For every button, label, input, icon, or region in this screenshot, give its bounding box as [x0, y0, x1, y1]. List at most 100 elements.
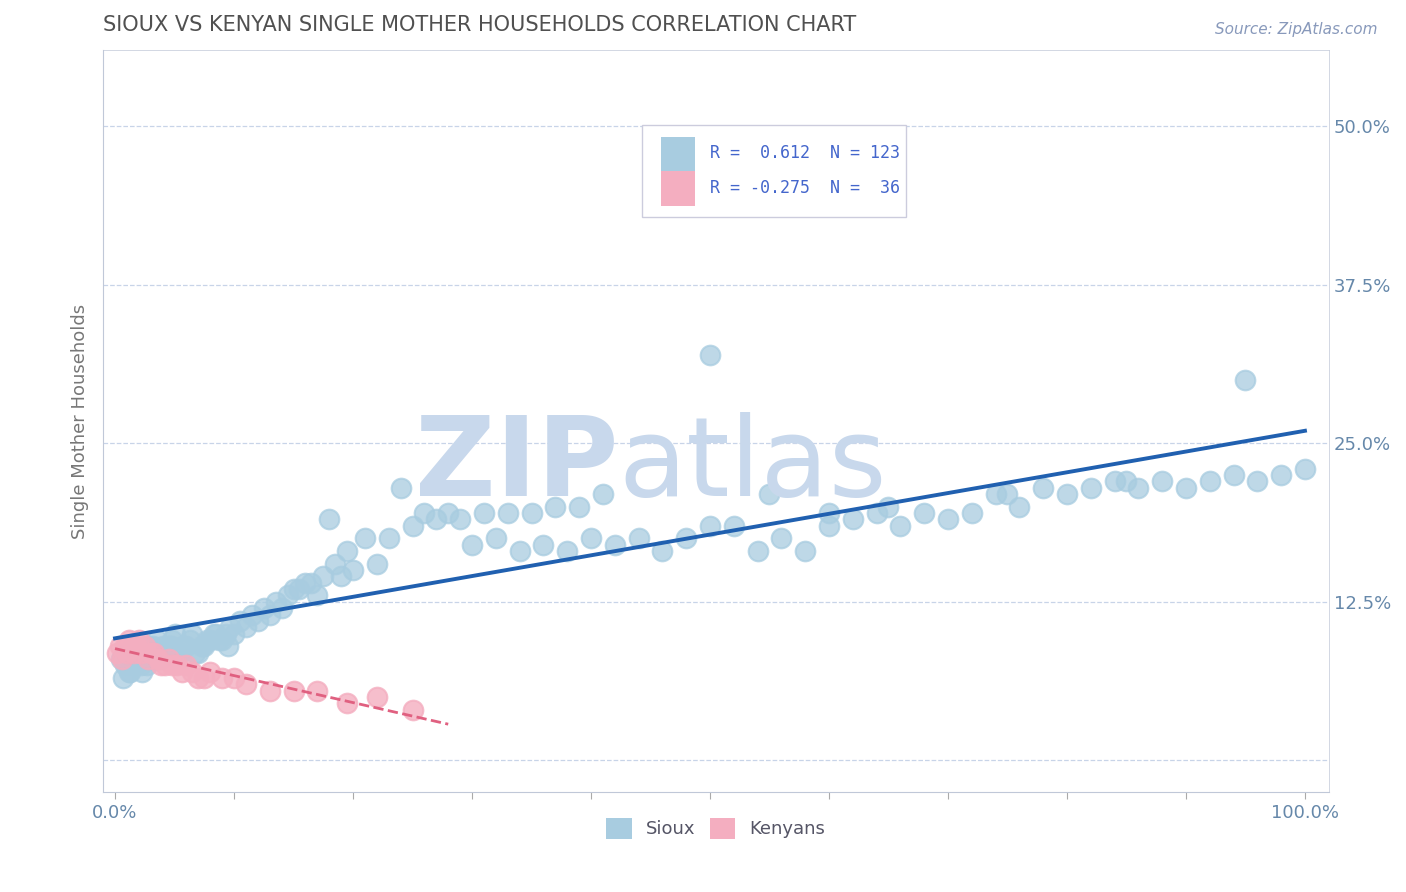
Point: [997, 487, 1019, 501]
Point: [770, 532, 793, 546]
Point: [1115, 475, 1137, 489]
Point: [131, 665, 153, 679]
Point: [877, 500, 900, 514]
Point: [170, 665, 193, 679]
Point: [1104, 475, 1126, 489]
Point: [229, 614, 252, 628]
Point: [699, 348, 721, 362]
FancyBboxPatch shape: [643, 125, 905, 218]
Text: Source: ZipAtlas.com: Source: ZipAtlas.com: [1215, 22, 1378, 37]
Point: [461, 538, 484, 552]
Point: [1175, 481, 1198, 495]
Point: [1080, 481, 1102, 495]
Point: [120, 665, 142, 679]
Point: [163, 626, 186, 640]
Point: [389, 481, 412, 495]
Point: [181, 665, 204, 679]
Point: [114, 658, 136, 673]
Point: [148, 646, 170, 660]
Point: [149, 652, 172, 666]
Point: [125, 652, 148, 666]
Point: [115, 646, 138, 660]
Point: [531, 538, 554, 552]
Point: [747, 544, 769, 558]
Point: [114, 639, 136, 653]
Point: [627, 532, 650, 546]
Point: [128, 632, 150, 647]
Point: [1032, 481, 1054, 495]
Point: [1294, 461, 1316, 475]
Point: [413, 506, 436, 520]
Point: [342, 563, 364, 577]
Point: [1152, 475, 1174, 489]
Point: [936, 512, 959, 526]
Point: [277, 589, 299, 603]
Point: [253, 601, 276, 615]
Point: [520, 506, 543, 520]
Point: [1008, 500, 1031, 514]
Point: [270, 601, 292, 615]
Point: [112, 671, 135, 685]
Point: [651, 544, 673, 558]
Point: [1128, 481, 1150, 495]
Point: [1246, 475, 1268, 489]
Point: [758, 487, 780, 501]
FancyBboxPatch shape: [661, 170, 695, 206]
Point: [336, 544, 359, 558]
Point: [202, 626, 225, 640]
Point: [155, 646, 177, 660]
Point: [259, 683, 281, 698]
Point: [181, 626, 204, 640]
Point: [191, 639, 214, 653]
Point: [222, 626, 245, 640]
Point: [401, 702, 423, 716]
Point: [259, 607, 281, 622]
Point: [240, 607, 263, 622]
Point: [1234, 373, 1257, 387]
Point: [437, 506, 460, 520]
Point: [485, 532, 508, 546]
Point: [179, 632, 201, 647]
Point: [176, 658, 198, 673]
Point: [264, 595, 287, 609]
Point: [222, 671, 245, 685]
Point: [818, 506, 841, 520]
Point: [172, 639, 194, 653]
Point: [139, 646, 162, 660]
Point: [555, 544, 578, 558]
Point: [193, 639, 215, 653]
Point: [401, 518, 423, 533]
Point: [449, 512, 471, 526]
Point: [294, 575, 316, 590]
Text: R = -0.275: R = -0.275: [710, 178, 810, 196]
Point: [889, 518, 911, 533]
Point: [1270, 468, 1292, 483]
Point: [167, 646, 190, 660]
Point: [307, 589, 329, 603]
Point: [150, 658, 173, 673]
Point: [288, 582, 311, 596]
Text: N =  36: N = 36: [830, 178, 900, 196]
Point: [603, 538, 626, 552]
Point: [146, 652, 169, 666]
Point: [592, 487, 614, 501]
Point: [169, 646, 191, 660]
Point: [152, 639, 174, 653]
Point: [187, 671, 209, 685]
Point: [157, 652, 180, 666]
Point: [568, 500, 591, 514]
Point: [211, 632, 233, 647]
Point: [118, 632, 141, 647]
FancyBboxPatch shape: [661, 137, 695, 173]
Point: [1222, 468, 1244, 483]
Point: [124, 658, 146, 673]
Point: [176, 639, 198, 653]
Point: [366, 690, 388, 704]
Point: [200, 665, 222, 679]
Point: [138, 652, 160, 666]
Y-axis label: Single Mother Households: Single Mother Households: [72, 303, 89, 539]
Point: [235, 677, 257, 691]
Point: [544, 500, 567, 514]
Point: [166, 658, 188, 673]
Point: [129, 658, 152, 673]
